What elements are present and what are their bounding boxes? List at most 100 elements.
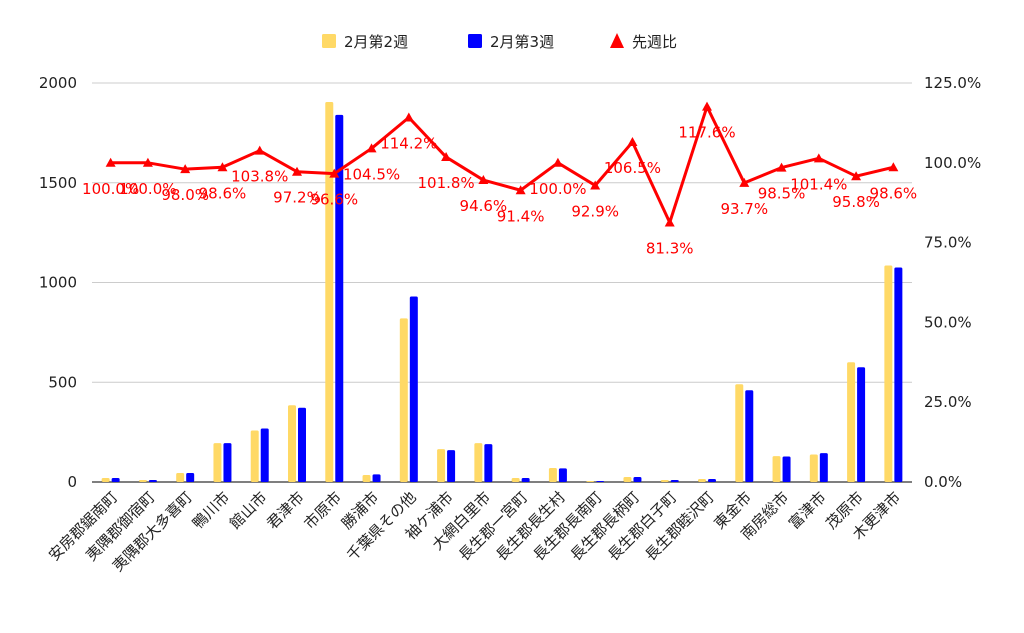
gridlines: [92, 82, 912, 483]
left-tick-label: 0: [67, 473, 77, 491]
bar-feb-week3: [186, 473, 195, 482]
bar-feb-week3: [111, 478, 120, 482]
legend-label: 2月第3週: [490, 33, 554, 51]
right-tick-label: 100.0%: [924, 154, 981, 172]
ratio-data-label: 100.0%: [119, 180, 176, 198]
legend-swatch-feb-week2: [322, 34, 336, 48]
left-tick-label: 1000: [39, 274, 77, 292]
left-axis-ticks: 0 500 1000 1500 2000: [39, 74, 77, 491]
right-tick-label: 125.0%: [924, 74, 981, 92]
bar-feb-week3: [894, 267, 903, 482]
bar-feb-week2: [698, 479, 706, 482]
category-labels: 安房郡鋸南町夷隅郡御宿町夷隅郡大多喜町鴨川市館山市君津市市原市勝浦市千葉県その他…: [45, 488, 904, 575]
ratio-data-label: 95.8%: [832, 193, 880, 211]
bar-feb-week3: [745, 390, 754, 482]
bar-feb-week3: [484, 444, 493, 482]
ratio-marker: [702, 101, 712, 111]
ratio-marker: [664, 217, 675, 227]
ratio-marker: [776, 162, 787, 172]
right-tick-label: 0.0%: [924, 473, 962, 491]
bar-feb-week2: [511, 478, 520, 482]
ratio-marker: [888, 162, 899, 172]
ratio-data-label: 98.5%: [758, 185, 806, 203]
bar-feb-week2: [847, 362, 856, 482]
ratio-marker: [329, 168, 340, 178]
legend-swatch-feb-week3: [468, 34, 482, 48]
bar-feb-week3: [372, 474, 381, 482]
bar-feb-week2: [399, 318, 408, 482]
ratio-data-labels: 100.0%100.0%98.0%98.6%103.8%97.2%96.6%10…: [82, 124, 917, 258]
bar-feb-week2: [884, 265, 893, 482]
bar-feb-week3: [558, 468, 567, 482]
legend-label: 先週比: [632, 33, 677, 51]
category-label: 君津市: [263, 488, 308, 533]
bar-feb-week3: [819, 453, 828, 482]
legend-swatch-ratio: [610, 33, 624, 48]
bar-feb-week2: [101, 478, 110, 482]
ratio-data-label: 100.0%: [82, 180, 139, 198]
bar-feb-week3: [708, 479, 716, 482]
bar-feb-week2: [250, 430, 259, 482]
bar-feb-week2: [735, 384, 744, 482]
ratio-data-label: 114.2%: [380, 134, 437, 152]
ratio-data-label: 92.9%: [571, 202, 619, 220]
ratio-data-label: 101.8%: [417, 174, 474, 192]
ratio-marker: [254, 145, 265, 155]
ratio-data-label: 98.0%: [161, 186, 209, 204]
category-label: 富津市: [785, 488, 830, 533]
ratio-data-label: 93.7%: [720, 200, 768, 218]
bar-feb-week3: [857, 367, 866, 482]
ratio-marker: [627, 137, 638, 147]
ratio-data-label: 106.5%: [604, 159, 661, 177]
bar-feb-week2: [176, 473, 185, 482]
ratio-marker: [478, 175, 489, 185]
bar-feb-week3: [335, 114, 344, 483]
right-axis-ticks: 0.0% 25.0% 50.0% 75.0% 100.0% 125.0%: [924, 74, 981, 491]
ratio-marker: [851, 171, 862, 181]
bar-feb-week2: [437, 449, 446, 482]
legend: 2月第2週 2月第3週 先週比: [322, 33, 677, 51]
ratio-marker: [403, 112, 414, 122]
bar-feb-week3: [409, 296, 418, 482]
bar-feb-week3: [670, 480, 679, 482]
bar-feb-week2: [362, 475, 371, 482]
ratio-marker: [590, 180, 601, 190]
bar-feb-week3: [447, 450, 456, 482]
ratio-data-label: 103.8%: [231, 168, 288, 186]
left-tick-label: 500: [48, 373, 77, 391]
bar-feb-week2: [772, 456, 781, 482]
ratio-data-label: 98.6%: [870, 184, 918, 202]
ratio-data-label: 100.0%: [529, 180, 586, 198]
ratio-data-label: 97.2%: [273, 189, 321, 207]
legend-label: 2月第2週: [344, 33, 408, 51]
left-tick-label: 1500: [39, 174, 77, 192]
bar-feb-week3: [596, 481, 605, 482]
bar-feb-week3: [782, 456, 791, 482]
ratio-marker: [552, 157, 563, 167]
right-tick-label: 75.0%: [924, 234, 972, 252]
bar-feb-week3: [521, 478, 530, 482]
ratio-line-series: [105, 101, 899, 227]
right-tick-label: 50.0%: [924, 313, 972, 331]
bar-feb-week3: [148, 480, 157, 482]
ratio-data-label: 94.6%: [460, 197, 508, 215]
ratio-marker: [366, 143, 377, 153]
ratio-marker: [441, 152, 452, 162]
category-label: 市原市: [301, 488, 346, 533]
ratio-marker: [739, 177, 750, 187]
ratio-data-label: 81.3%: [646, 239, 694, 257]
ratio-marker: [515, 185, 526, 195]
bar-feb-week2: [623, 477, 632, 482]
bar-feb-week3: [298, 407, 306, 482]
bar-feb-week2: [586, 481, 595, 482]
category-label: 鴨川市: [189, 488, 234, 533]
bar-feb-week2: [660, 480, 669, 482]
ratio-marker: [292, 166, 302, 176]
ratio-line: [110, 105, 894, 224]
bar-feb-week2: [809, 454, 818, 482]
bar-feb-week3: [633, 477, 642, 482]
bar-feb-week2: [325, 101, 334, 482]
right-tick-label: 25.0%: [924, 393, 972, 411]
ratio-marker: [180, 164, 191, 174]
